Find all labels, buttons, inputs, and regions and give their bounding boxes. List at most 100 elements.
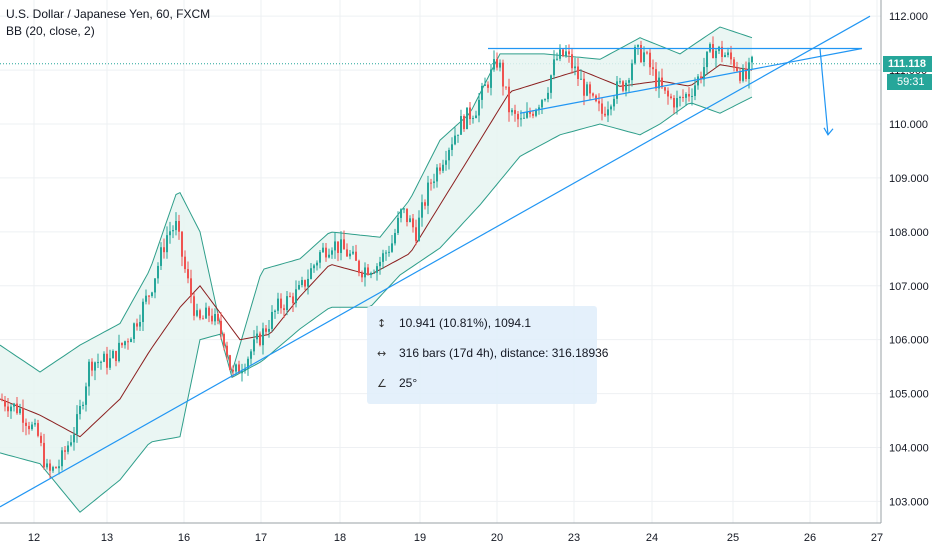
candle-body: [301, 280, 303, 286]
candle-body: [97, 362, 99, 364]
candle-body: [130, 338, 132, 343]
candle-body: [226, 345, 228, 356]
candle-body: [313, 265, 315, 269]
candle-body: [394, 232, 396, 244]
candle-body: [511, 110, 513, 113]
candle-body: [418, 217, 420, 241]
candle-body: [292, 296, 294, 304]
candle-body: [502, 62, 504, 87]
candle-body: [664, 87, 666, 91]
candle-body: [265, 328, 267, 332]
y-tick-label: 107.000: [889, 281, 929, 293]
candle-body: [184, 256, 186, 270]
candle-body: [232, 369, 234, 372]
indicator-label: BB (20, close, 2): [6, 24, 95, 38]
candle-body: [514, 110, 516, 114]
candle-body: [121, 342, 123, 346]
y-tick-label: 103.000: [889, 496, 929, 508]
candle-body: [661, 77, 663, 88]
candle-body: [88, 361, 90, 387]
candle-body: [673, 97, 675, 108]
candle-body: [352, 251, 354, 254]
x-tick-label: 27: [871, 532, 883, 544]
candle-body: [520, 118, 522, 120]
x-tick-label: 17: [255, 532, 267, 544]
candle-body: [322, 247, 324, 253]
candle-body: [262, 328, 264, 346]
candle-body: [619, 81, 621, 83]
candle-body: [397, 217, 399, 233]
candle-body: [139, 321, 141, 327]
y-tick-label: 104.000: [889, 443, 929, 455]
candle-body: [115, 350, 117, 362]
candle-body: [268, 328, 270, 332]
candle-body: [481, 85, 483, 100]
candle-body: [412, 218, 414, 228]
candle-body: [499, 62, 501, 68]
candle-body: [421, 202, 423, 218]
y-tick-label: 110.000: [889, 119, 928, 131]
candle-body: [106, 353, 108, 368]
candle-body: [484, 84, 486, 86]
candle-body: [370, 273, 372, 275]
candle-body: [646, 52, 648, 54]
candle-body: [658, 77, 660, 89]
candle-body: [667, 90, 669, 97]
trendline-1: [0, 15, 871, 508]
trendlines-layer[interactable]: [0, 15, 871, 508]
measure-angle: 25°: [399, 376, 418, 390]
candle-body: [688, 93, 690, 97]
candle-body: [526, 111, 528, 118]
candle-body: [94, 362, 96, 371]
candle-body: [223, 334, 225, 346]
candle-body: [700, 76, 702, 80]
candle-body: [436, 167, 438, 182]
candle-body: [346, 249, 348, 257]
candle-body: [745, 68, 747, 80]
candle-body: [70, 442, 72, 446]
candle-body: [568, 51, 570, 55]
candle-body: [631, 63, 633, 81]
candle-body: [691, 95, 693, 97]
x-tick-label: 18: [334, 532, 346, 544]
candle-body: [76, 414, 78, 435]
candle-body: [49, 463, 51, 471]
candle-body: [433, 181, 435, 183]
candle-body: [478, 99, 480, 116]
candle-body: [316, 262, 318, 266]
chart-legend: U.S. Dollar / Japanese Yen, 60, FXCM BB …: [6, 6, 210, 40]
candle-body: [193, 296, 195, 316]
y-tick-label: 109.000: [889, 173, 929, 185]
candle-body: [4, 400, 6, 407]
symbol-title: U.S. Dollar / Japanese Yen, 60, FXCM: [6, 7, 211, 21]
candle-body: [220, 320, 222, 335]
x-tick-label: 20: [491, 532, 503, 544]
candle-body: [448, 149, 450, 161]
candle-body: [385, 252, 387, 254]
candle-body: [472, 118, 474, 120]
candle-body: [607, 109, 609, 116]
candle-body: [241, 370, 243, 374]
candle-body: [571, 54, 573, 69]
candle-body: [154, 278, 156, 293]
y-tick-label: 105.000: [889, 389, 929, 401]
candle-body: [85, 386, 87, 405]
candle-body: [529, 111, 531, 114]
candle-body: [640, 45, 642, 63]
candle-body: [244, 368, 246, 371]
candle-body: [298, 285, 300, 290]
projection-arrowhead: [823, 127, 834, 136]
candle-body: [469, 107, 471, 120]
candle-body: [364, 267, 366, 278]
candle-body: [289, 296, 291, 298]
candle-body: [643, 52, 645, 63]
candle-body: [163, 247, 165, 253]
candle-body: [547, 92, 549, 100]
candle-body: [100, 361, 102, 363]
candle-body: [733, 59, 735, 68]
candle-body: [43, 442, 45, 468]
candle-body: [676, 98, 678, 108]
candle-body: [496, 59, 498, 68]
